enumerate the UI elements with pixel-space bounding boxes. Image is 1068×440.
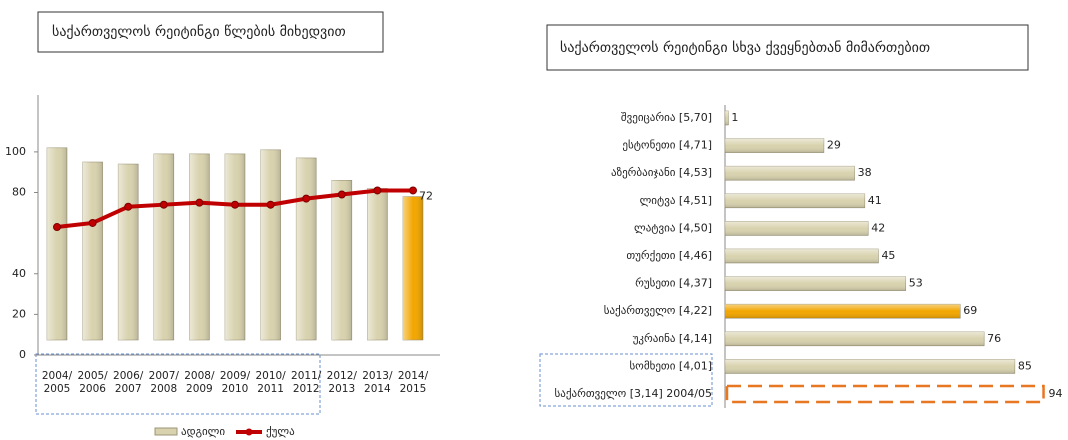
x-tick-label: 2013/ 2014 <box>362 370 393 395</box>
line-marker <box>159 200 168 209</box>
line-marker <box>231 200 239 209</box>
value-label: 41 <box>868 194 882 207</box>
x-tick-label: 2009/ 2010 <box>219 370 251 395</box>
y-tick-label: 40 <box>12 267 26 280</box>
bar-shade <box>189 153 210 340</box>
value-label: 1 <box>731 111 738 124</box>
line-marker <box>124 202 133 211</box>
y-tick-label: სომხეთი [4,01] <box>629 359 712 372</box>
value-label: 69 <box>963 304 977 317</box>
line-marker <box>409 186 417 195</box>
x-tick-label: 2014/ 2015 <box>397 370 429 395</box>
annotation: 72 <box>419 189 433 202</box>
x-tick-label: 2004/ 2005 <box>41 370 73 395</box>
x-tick-label: 2011/ 2012 <box>291 370 322 395</box>
y-tick-label: 80 <box>12 186 26 199</box>
title-box <box>37 11 384 53</box>
line-marker <box>337 190 346 199</box>
bar-shade <box>725 221 869 236</box>
value-label: 85 <box>1018 359 1032 372</box>
y-tick-label: რუსეთი [4,37] <box>635 277 712 290</box>
bar-shade <box>260 149 281 340</box>
value-label: 38 <box>858 166 872 179</box>
bar-shade <box>725 249 879 263</box>
bar-shade <box>725 304 961 319</box>
line-marker <box>266 200 275 209</box>
x-tick-label: 2005/ 2006 <box>77 370 108 395</box>
y-tick-label: ესტონეთი [4,71] <box>622 139 712 152</box>
y-tick-label: თურქეთი [4,46] <box>626 249 712 262</box>
legend-label: ქულა <box>266 425 295 438</box>
x-tick-label: 2008/ 2009 <box>184 370 215 395</box>
bar-shade <box>225 153 245 340</box>
bar-shade <box>331 180 352 340</box>
line-marker <box>302 194 311 203</box>
bar-shade <box>403 196 423 340</box>
title-box <box>546 24 1029 71</box>
x-tick-label: 2010/ 2011 <box>255 370 286 395</box>
y-tick-label: 100 <box>5 145 26 158</box>
x-tick-label: 2007/ 2008 <box>148 370 179 395</box>
line-marker <box>88 218 97 227</box>
y-tick-label: საქართველო [3,14] 2004/05 <box>555 387 712 400</box>
y-tick-label: შვეიცარია [5,70] <box>621 111 712 124</box>
value-label: 53 <box>909 277 923 290</box>
legend-swatch <box>154 427 178 436</box>
legend-swatch <box>245 428 253 436</box>
selection-box <box>35 353 321 415</box>
selection-box <box>539 353 713 407</box>
bar <box>725 384 1045 404</box>
y-tick-label: აზერბაიჯანი [4,53] <box>611 166 712 179</box>
bar-shade <box>118 164 139 340</box>
x-tick-label: 2006/ 2007 <box>113 370 144 395</box>
y-tick-label: ლატვია [4,50] <box>634 221 712 234</box>
bar-shade <box>725 166 855 181</box>
y-tick-label: 0 <box>19 348 26 361</box>
chart-title: საქართველოს რეიტინგი სხვა ქვეყნებთან მიმ… <box>560 39 930 56</box>
bar-shade <box>725 276 906 291</box>
y-tick-label: საქართველო [4,22] <box>604 304 712 317</box>
bar-shade <box>296 157 317 340</box>
chart-title: საქართველოს რეიტინგი წლების მიხედვით <box>52 23 346 40</box>
value-label: 94 <box>1049 387 1063 400</box>
bar-shade <box>367 188 388 340</box>
y-tick-label: უკრაინა [4,14] <box>633 332 712 345</box>
bar-shade <box>47 147 67 340</box>
bar-shade <box>725 331 985 346</box>
value-label: 76 <box>987 332 1001 345</box>
x-tick-label: 2012/ 2013 <box>326 370 357 395</box>
bar-shade <box>725 359 1015 374</box>
value-label: 45 <box>881 249 895 262</box>
y-tick-label: ლიტვა [4,51] <box>640 194 712 207</box>
line-marker <box>53 223 61 232</box>
line-marker <box>373 186 382 195</box>
bar-shade <box>153 153 174 340</box>
value-label: 42 <box>871 221 885 234</box>
legend-label: ადგილი <box>181 425 225 438</box>
bar-shade <box>725 138 824 153</box>
bar-shade <box>725 111 729 125</box>
bar-shade <box>82 162 103 340</box>
value-label: 29 <box>827 139 841 152</box>
bar-shade <box>725 193 865 208</box>
line-marker <box>195 198 204 207</box>
y-tick-label: 20 <box>12 307 26 320</box>
